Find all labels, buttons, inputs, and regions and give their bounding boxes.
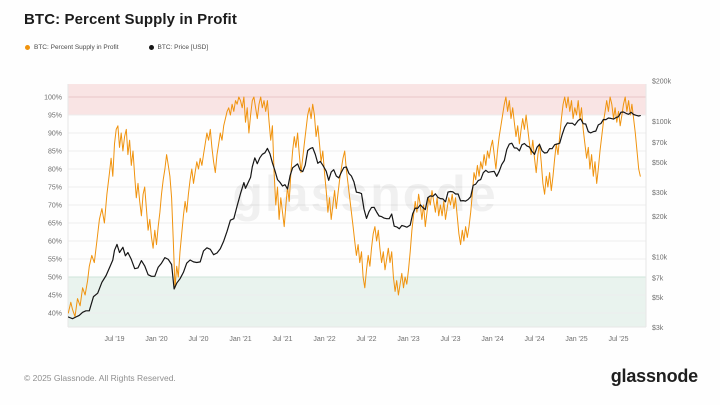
left-axis-label: 95% <box>48 113 62 120</box>
glassnode-logo: glassnode <box>610 366 698 386</box>
left-axis-label: 70% <box>48 203 62 210</box>
right-axis-label: $100k <box>652 119 672 126</box>
high-profit-zone <box>68 84 646 115</box>
supply-in-profit-line <box>68 96 641 318</box>
x-axis-label: Jul '19 <box>104 336 124 343</box>
left-axis-label: 40% <box>48 311 62 318</box>
legend-item-supply-in-profit[interactable]: BTC: Percent Supply in Profit <box>25 44 119 51</box>
price-usd-line <box>68 111 641 320</box>
right-axis-label: $200k <box>652 78 672 85</box>
x-axis-label: Jul '21 <box>272 336 292 343</box>
legend: BTC: Percent Supply in Profit BTC: Price… <box>25 44 208 51</box>
left-axis-label: 85% <box>48 149 62 156</box>
x-axis-label: Jul '25 <box>608 336 628 343</box>
right-axis-label: $70k <box>652 140 668 147</box>
left-axis-label: 45% <box>48 293 62 300</box>
x-axis-label: Jul '23 <box>440 336 460 343</box>
x-axis-label: Jan '24 <box>481 336 503 343</box>
right-axis-label: $5k <box>652 295 664 302</box>
page-title: BTC: Percent Supply in Profit <box>24 11 237 28</box>
x-axis-label: Jan '23 <box>397 336 419 343</box>
right-axis-label: $7k <box>652 275 664 282</box>
x-axis-label: Jul '22 <box>356 336 376 343</box>
right-axis-label: $3k <box>652 325 664 332</box>
legend-label: BTC: Percent Supply in Profit <box>34 44 119 51</box>
x-axis-label: Jan '25 <box>565 336 587 343</box>
left-axis-label: 60% <box>48 239 62 246</box>
x-axis-label: Jan '21 <box>229 336 251 343</box>
price-dot-icon <box>148 45 154 50</box>
right-axis-label: $20k <box>652 214 668 221</box>
left-axis-label: 75% <box>48 185 62 192</box>
x-axis-label: Jul '20 <box>188 336 208 343</box>
x-axis-label: Jan '22 <box>313 336 335 343</box>
left-axis-label: 65% <box>48 221 62 228</box>
low-profit-zone <box>68 277 646 328</box>
x-axis-label: Jul '24 <box>524 336 544 343</box>
left-axis-label: 55% <box>48 257 62 264</box>
left-axis-label: 80% <box>48 167 62 174</box>
right-axis-label: $50k <box>652 160 668 167</box>
legend-item-price[interactable]: BTC: Price [USD] <box>148 44 209 51</box>
left-axis-label: 50% <box>48 275 62 282</box>
right-axis-label: $10k <box>652 255 668 262</box>
right-axis-label: $30k <box>652 190 668 197</box>
x-axis-label: Jan '20 <box>145 336 167 343</box>
left-axis-label: 90% <box>48 131 62 138</box>
legend-label: BTC: Price [USD] <box>157 44 209 51</box>
left-axis-label: 100% <box>44 95 62 102</box>
supply-in-profit-dot-icon <box>25 45 30 50</box>
footer-copyright: © 2025 Glassnode. All Rights Reserved. <box>24 373 176 383</box>
